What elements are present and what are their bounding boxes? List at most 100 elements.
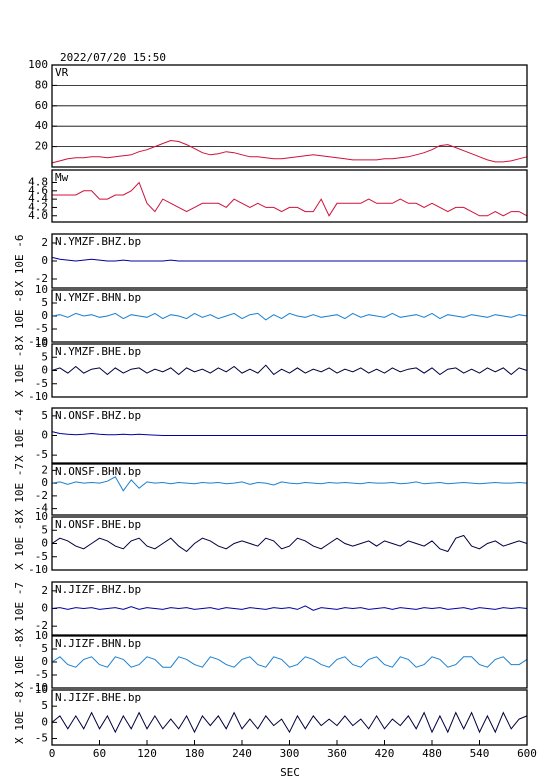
x-tick-label: 180 (185, 747, 205, 760)
y-tick-label: 10 (35, 683, 48, 696)
panel-frame (51, 581, 528, 636)
y-tick-label: -5 (35, 550, 48, 563)
y-tick-label: 4.4 (28, 192, 48, 205)
y-tick-label: 2 (41, 236, 48, 249)
y-tick-label: -5 (35, 377, 48, 390)
x-tick-label: 0 (49, 747, 56, 760)
panel-title: N.JIZF.BHN.bp (55, 637, 141, 650)
panel-title: N.ONSF.BHN.bp (55, 465, 141, 478)
y-tick-label: 5 (41, 409, 48, 422)
panel-title: N.YMZF.BHN.bp (55, 291, 141, 304)
y-tick-label: 0 (41, 537, 48, 550)
y-tick-label: -5 (35, 448, 48, 461)
y-tick-label: -10 (28, 681, 48, 694)
trace (51, 312, 528, 321)
panel-title: N.JIZF.BHE.bp (55, 691, 141, 704)
panel-frame (51, 516, 528, 571)
trace (51, 139, 528, 164)
panel-frame (51, 169, 528, 223)
trace (51, 256, 527, 262)
panel-frame (51, 64, 528, 168)
y-tick-label: -2 (35, 619, 48, 632)
y-tick-label: 5 (41, 296, 48, 309)
y-axis-label: X 10E -7 (13, 463, 26, 516)
y-axis-label: X 10E -8 (13, 691, 26, 744)
x-tick-label: 540 (470, 747, 490, 760)
y-axis-label: X 10E -8 (13, 517, 26, 570)
y-tick-label: 40 (35, 119, 48, 132)
x-tick-label: 300 (280, 747, 300, 760)
y-tick-label: 4.2 (28, 200, 48, 213)
panel-title: N.ONSF.BHE.bp (55, 518, 141, 531)
y-tick-label: -10 (28, 335, 48, 348)
panel-title: N.ONSF.BHZ.bp (55, 409, 141, 422)
panel-frame (51, 289, 528, 343)
y-tick-label: -5 (35, 668, 48, 681)
y-tick-label: 10 (35, 629, 48, 642)
x-tick-label: 600 (517, 747, 537, 760)
y-tick-label: 20 (35, 140, 48, 153)
y-tick-label: 60 (35, 99, 48, 112)
chart-title: 2022/07/20 15:50 (60, 51, 166, 64)
trace (51, 431, 527, 436)
y-tick-label: 10 (35, 283, 48, 296)
y-tick-label: 0 (41, 655, 48, 668)
x-tick-label: 60 (93, 747, 106, 760)
panel-frame (51, 635, 528, 689)
y-tick-label: -5 (35, 732, 48, 745)
x-tick-label: 240 (232, 747, 252, 760)
y-tick-label: 10 (35, 337, 48, 350)
y-tick-label: -2 (35, 489, 48, 502)
panel-title: N.YMZF.BHZ.bp (55, 235, 141, 248)
panel-title: VR (55, 66, 69, 79)
y-tick-label: 0 (41, 429, 48, 442)
y-tick-label: 0 (41, 309, 48, 322)
y-tick-label: 4.6 (28, 184, 48, 197)
y-axis-label: X 10E -8 (13, 290, 26, 343)
y-tick-label: 5 (41, 523, 48, 536)
y-tick-label: -10 (28, 390, 48, 403)
panel-frame (51, 407, 528, 464)
y-tick-label: 0 (41, 715, 48, 728)
panel-title: N.YMZF.BHE.bp (55, 345, 141, 358)
panel-frame (51, 343, 528, 398)
y-tick-label: 5 (41, 699, 48, 712)
panel-frame (51, 463, 528, 516)
panel-frame (51, 233, 528, 289)
trace (51, 711, 528, 734)
trace (51, 605, 528, 611)
y-axis-label: X 10E -4 (13, 409, 26, 462)
x-tick-label: 360 (327, 747, 347, 760)
y-axis-label: X 10E -8 (13, 344, 26, 397)
y-tick-label: 4.8 (28, 175, 48, 188)
x-axis-label: SEC (280, 766, 300, 779)
trace (51, 364, 528, 376)
y-tick-label: -5 (35, 322, 48, 335)
panel-title: Mw (55, 171, 69, 184)
y-tick-label: 2 (41, 584, 48, 597)
y-tick-label: 80 (35, 78, 48, 91)
trace (51, 534, 528, 553)
x-tick-label: 420 (375, 747, 395, 760)
y-axis-label: X 10E -6 (13, 235, 26, 288)
y-tick-label: 0 (41, 602, 48, 615)
y-tick-label: 2 (41, 463, 48, 476)
y-tick-label: 100 (28, 58, 48, 71)
y-tick-label: 0 (41, 254, 48, 267)
y-tick-label: -10 (28, 563, 48, 576)
x-tick-label: 120 (137, 747, 157, 760)
trace (51, 656, 528, 668)
y-axis-label: X 10E -7 (13, 582, 26, 635)
trace (52, 181, 528, 217)
y-tick-label: 5 (41, 642, 48, 655)
y-tick-label: 0 (41, 476, 48, 489)
y-tick-label: 5 (41, 350, 48, 363)
y-tick-label: 0 (41, 364, 48, 377)
panel-title: N.JIZF.BHZ.bp (55, 583, 141, 596)
y-tick-label: 10 (35, 510, 48, 523)
trace (51, 476, 528, 492)
y-tick-label: -2 (35, 272, 48, 285)
x-tick-label: 480 (422, 747, 442, 760)
y-tick-label: -4 (35, 502, 49, 515)
